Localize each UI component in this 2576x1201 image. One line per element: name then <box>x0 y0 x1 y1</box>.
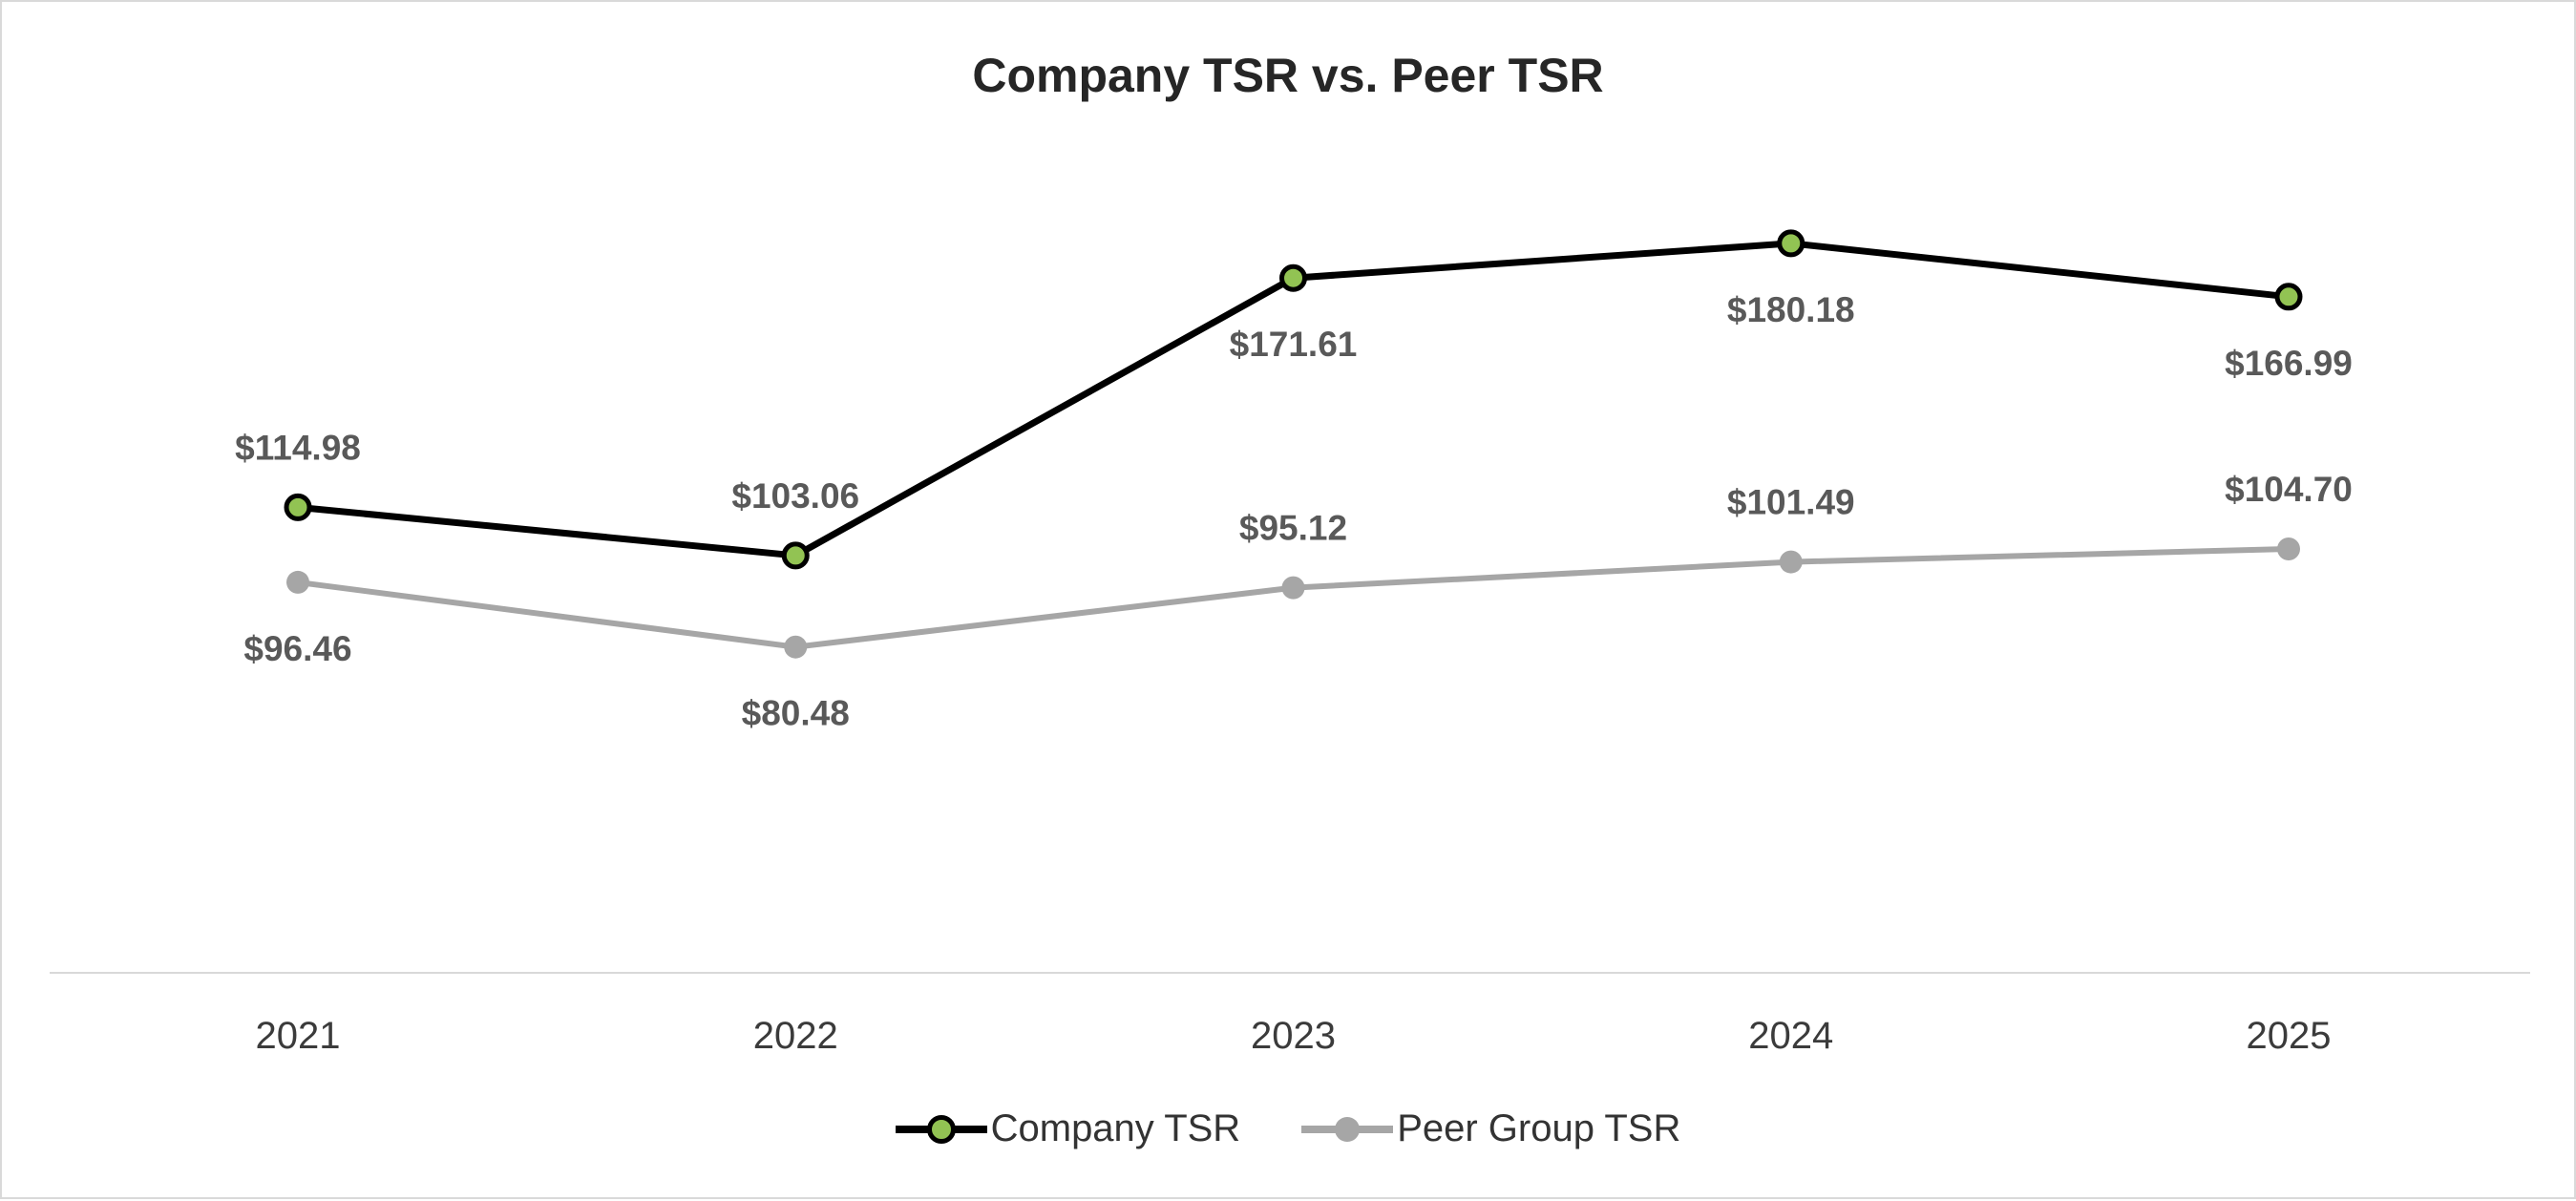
chart-legend: Company TSR Peer Group TSR <box>2 1107 2574 1150</box>
peer-group-tsr-marker <box>1281 576 1305 600</box>
peer-series-marker-icon <box>1301 1112 1394 1147</box>
company-tsr-data-label: $171.61 <box>1230 325 1358 364</box>
company-tsr-marker <box>2274 283 2303 311</box>
peer-group-tsr-data-label: $104.70 <box>2225 470 2353 509</box>
x-axis-tick-label: 2023 <box>1251 1015 1336 1057</box>
company-tsr-data-label: $180.18 <box>1727 290 1855 329</box>
legend-item-company: Company TSR <box>895 1107 1241 1150</box>
x-axis-tick-label: 2024 <box>1748 1015 1833 1057</box>
peer-group-tsr-marker <box>1779 550 1803 574</box>
legend-label-company: Company TSR <box>990 1107 1241 1149</box>
peer-group-tsr-data-label: $101.49 <box>1727 483 1855 522</box>
peer-group-tsr-data-label: $95.12 <box>1239 509 1347 548</box>
peer-group-tsr-data-label: $80.48 <box>742 694 850 733</box>
company-tsr-data-label: $166.99 <box>2225 344 2353 383</box>
company-tsr-marker <box>284 493 312 521</box>
company-tsr-marker <box>1777 229 1805 258</box>
peer-group-tsr-marker <box>2277 537 2300 560</box>
company-tsr-data-label: $114.98 <box>235 428 361 467</box>
x-axis-tick-label: 2025 <box>2247 1015 2332 1057</box>
company-tsr-data-label: $103.06 <box>731 476 859 516</box>
peer-dot-swatch <box>1335 1116 1361 1142</box>
company-series-marker-icon <box>895 1112 987 1147</box>
peer-group-tsr-marker <box>286 570 309 594</box>
x-axis-tick-label: 2022 <box>753 1015 838 1057</box>
legend-item-peer: Peer Group TSR <box>1301 1107 1680 1150</box>
legend-label-peer: Peer Group TSR <box>1397 1107 1681 1149</box>
company-tsr-marker <box>1279 263 1307 292</box>
company-tsr-marker <box>781 541 810 570</box>
peer-group-tsr-data-label: $96.46 <box>243 629 351 668</box>
chart-title: Company TSR vs. Peer TSR <box>972 49 1604 102</box>
peer-group-tsr-marker <box>784 635 808 659</box>
x-axis-tick-label: 2021 <box>256 1015 341 1057</box>
company-dot-swatch <box>926 1114 956 1144</box>
